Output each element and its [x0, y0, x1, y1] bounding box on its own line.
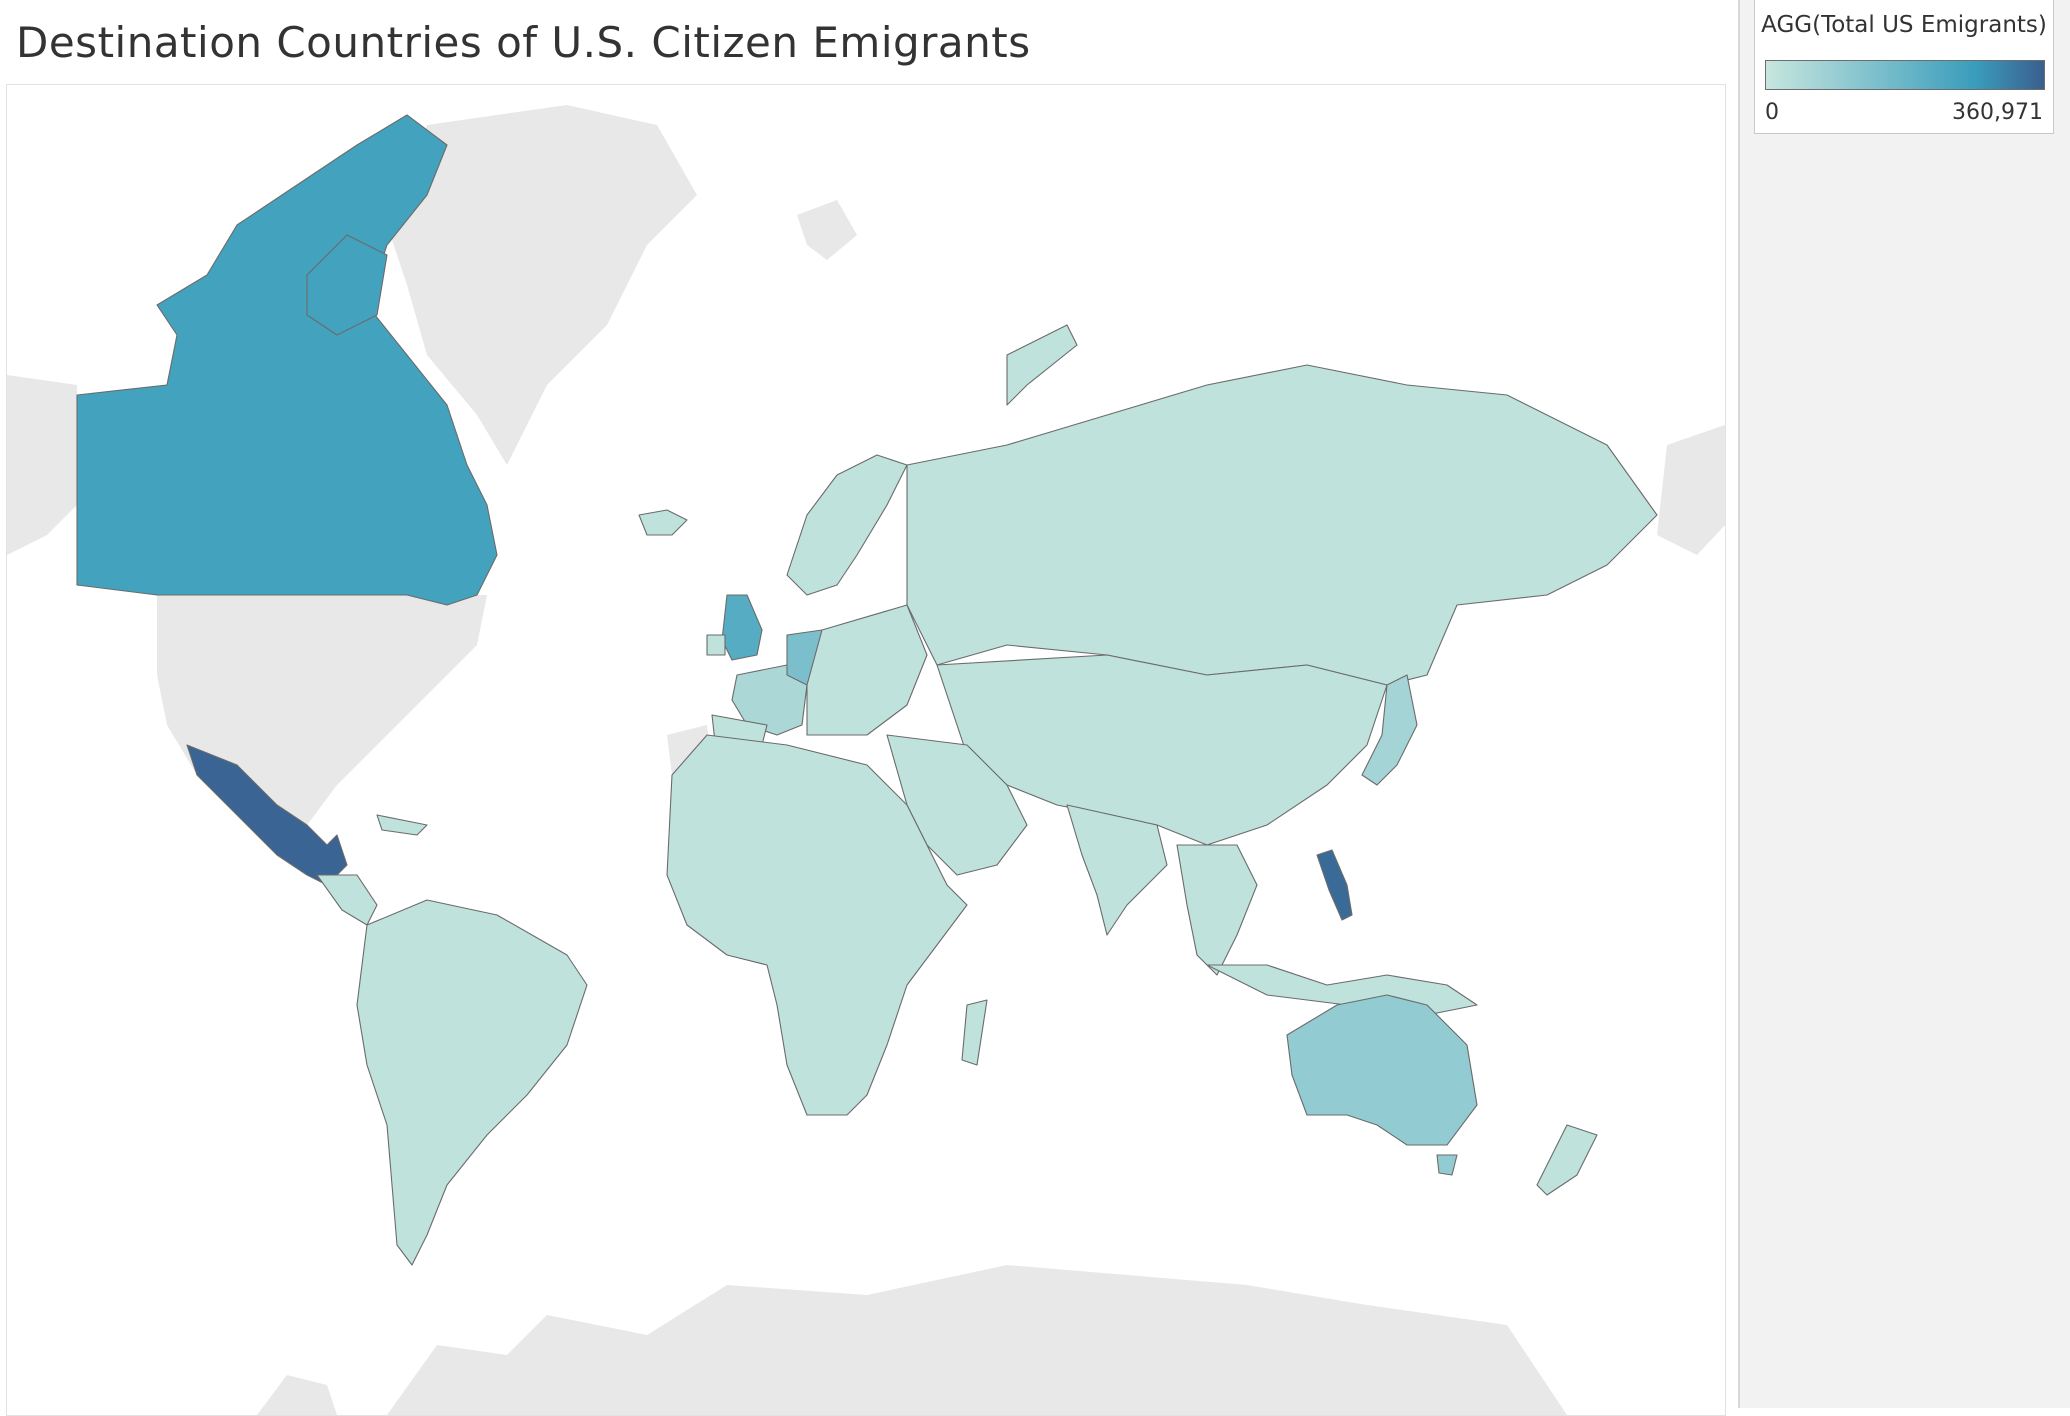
legend-max-label: 360,971 [1952, 100, 2043, 125]
country-scandinavia[interactable] [786, 454, 908, 596]
country-canada-baffin[interactable] [306, 234, 388, 336]
country-india[interactable] [1066, 804, 1168, 936]
antarctic-peninsula-shape [257, 1375, 337, 1415]
map-title: Destination Countries of U.S. Citizen Em… [16, 18, 1031, 67]
country-novaya-zemlya[interactable] [1006, 324, 1078, 406]
country-united-kingdom[interactable] [721, 594, 763, 661]
legend-min-label: 0 [1765, 100, 1779, 125]
side-panel [1738, 0, 2070, 1408]
country-ireland[interactable] [706, 634, 726, 656]
country-cuba[interactable] [376, 814, 428, 836]
country-tasmania[interactable] [1436, 1154, 1458, 1176]
alaska-shape [7, 375, 77, 555]
country-new-zealand[interactable] [1536, 1124, 1598, 1196]
country-japan[interactable] [1361, 674, 1418, 786]
color-legend[interactable]: AGG(Total US Emigrants) 0 360,971 [1754, 0, 2054, 134]
country-africa[interactable] [666, 734, 968, 1116]
country-madagascar[interactable] [961, 999, 988, 1066]
antarctica-shape [387, 1265, 1567, 1415]
world-map[interactable] [7, 85, 1725, 1415]
legend-title: AGG(Total US Emigrants) [1761, 12, 2047, 38]
countries[interactable] [76, 114, 1658, 1266]
legend-color-ramp [1765, 60, 2045, 90]
usa-shape [157, 595, 487, 825]
country-europe-east[interactable] [806, 604, 928, 736]
country-southeast-asia[interactable] [1176, 844, 1258, 976]
country-central-america[interactable] [316, 874, 378, 926]
country-philippines[interactable] [1316, 849, 1353, 921]
country-australia[interactable] [1286, 994, 1478, 1146]
map-view[interactable] [6, 84, 1726, 1416]
country-russia[interactable] [906, 364, 1658, 686]
greenland-shape [387, 105, 697, 465]
chukotka-shape [1657, 425, 1725, 555]
svalbard-shape [797, 200, 857, 260]
country-iceland[interactable] [638, 509, 688, 536]
country-south-america[interactable] [356, 899, 588, 1266]
country-asia-central[interactable] [936, 654, 1388, 846]
